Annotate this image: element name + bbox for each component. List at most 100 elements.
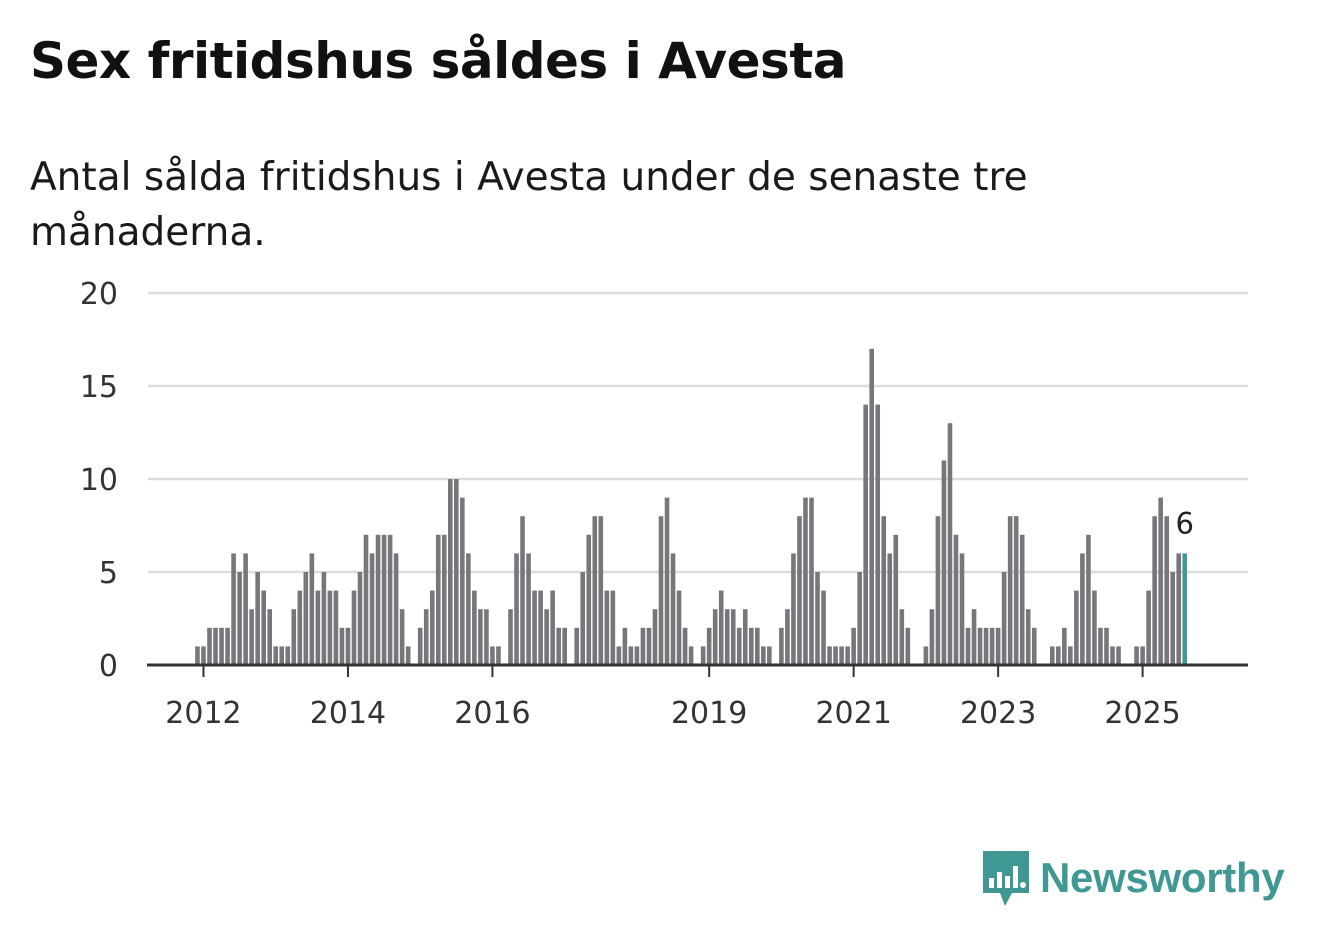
bar: [405, 646, 411, 665]
bar: [749, 627, 754, 665]
bar: [1080, 553, 1085, 665]
chart-title: Sex fritidshus såldes i Avesta: [30, 32, 846, 90]
y-tick-label: 15: [80, 370, 118, 405]
bar: [977, 627, 983, 665]
bar: [959, 553, 965, 665]
bar: [983, 627, 989, 665]
bar: [351, 590, 357, 665]
bar: [472, 590, 477, 665]
x-tick-label: 2025: [1104, 696, 1180, 731]
bar: [989, 627, 995, 665]
bar: [207, 627, 212, 665]
y-tick-label: 5: [99, 556, 118, 591]
bar: [195, 646, 200, 665]
bar: [243, 553, 248, 665]
bar: [309, 553, 315, 665]
bar: [995, 627, 1001, 665]
bar: [863, 404, 868, 665]
bar: [785, 609, 790, 665]
bar: [333, 590, 339, 665]
bar: [688, 646, 694, 665]
bar: [1056, 646, 1061, 665]
bar: [1152, 516, 1157, 665]
newsworthy-logo-icon: [983, 851, 1029, 906]
bar: [460, 497, 465, 665]
bar: [821, 590, 826, 665]
bar: [827, 646, 832, 665]
bar: [670, 553, 676, 665]
bar: [291, 609, 297, 665]
bar: [1176, 553, 1182, 665]
bar: [845, 646, 850, 665]
bar: [1050, 646, 1055, 665]
bar: [1025, 609, 1031, 665]
bar: [1116, 646, 1121, 665]
bar: [833, 646, 838, 665]
bar: [839, 646, 844, 665]
bar: [478, 609, 483, 665]
bar: [237, 572, 242, 665]
x-tick-label: 2021: [815, 696, 891, 731]
bar: [249, 609, 254, 665]
bar: [761, 646, 766, 665]
bar: [1019, 534, 1025, 665]
bar: [1074, 590, 1079, 665]
bar: [544, 609, 549, 665]
bar: [634, 646, 640, 665]
bar: [1146, 590, 1151, 665]
bar: [851, 627, 856, 665]
bar: [484, 609, 489, 665]
bar: [508, 609, 513, 665]
bar: [815, 572, 820, 665]
bar: [622, 627, 628, 665]
bar: [652, 609, 658, 665]
bar: [736, 627, 742, 665]
y-tick-label: 0: [99, 649, 118, 684]
bar: [658, 516, 664, 665]
x-tick-label: 2016: [454, 696, 530, 731]
bar: [887, 553, 893, 665]
bar: [423, 609, 429, 665]
bar: [454, 479, 459, 665]
bar: [706, 627, 712, 665]
bar: [369, 553, 375, 665]
bar: [1092, 590, 1097, 665]
bar: [1170, 572, 1175, 665]
bar: [953, 534, 959, 665]
bar: [327, 590, 333, 665]
bar: [1098, 627, 1103, 665]
x-tick-label: 2019: [671, 696, 747, 731]
bar: [574, 627, 580, 665]
bar: [857, 572, 862, 665]
bar: [514, 553, 519, 665]
bar: [755, 627, 760, 665]
bar: [700, 646, 706, 665]
bar: [255, 572, 260, 665]
last-value-label: 6: [1176, 506, 1194, 540]
bar: [285, 646, 291, 665]
bar: [1086, 534, 1091, 665]
bar: [779, 627, 784, 665]
bar: [381, 534, 387, 665]
bar: [1001, 572, 1007, 665]
y-tick-label: 20: [80, 277, 118, 312]
bar: [231, 553, 236, 665]
bar: [893, 534, 899, 665]
x-tick-label: 2023: [960, 696, 1036, 731]
brand-logo: Newsworthy: [980, 848, 1285, 908]
bar: [375, 534, 381, 665]
bar: [616, 646, 622, 665]
bar: [1068, 646, 1073, 665]
bar: [201, 646, 206, 665]
bar: [279, 646, 285, 665]
bar: [664, 497, 670, 665]
bar: [550, 590, 555, 665]
bar: [429, 590, 435, 665]
bar: [562, 627, 567, 665]
bar: [935, 516, 941, 665]
bar: [947, 423, 953, 665]
bar: [496, 646, 501, 665]
bar: [532, 590, 537, 665]
bar: [417, 627, 423, 665]
bar: [929, 609, 935, 665]
